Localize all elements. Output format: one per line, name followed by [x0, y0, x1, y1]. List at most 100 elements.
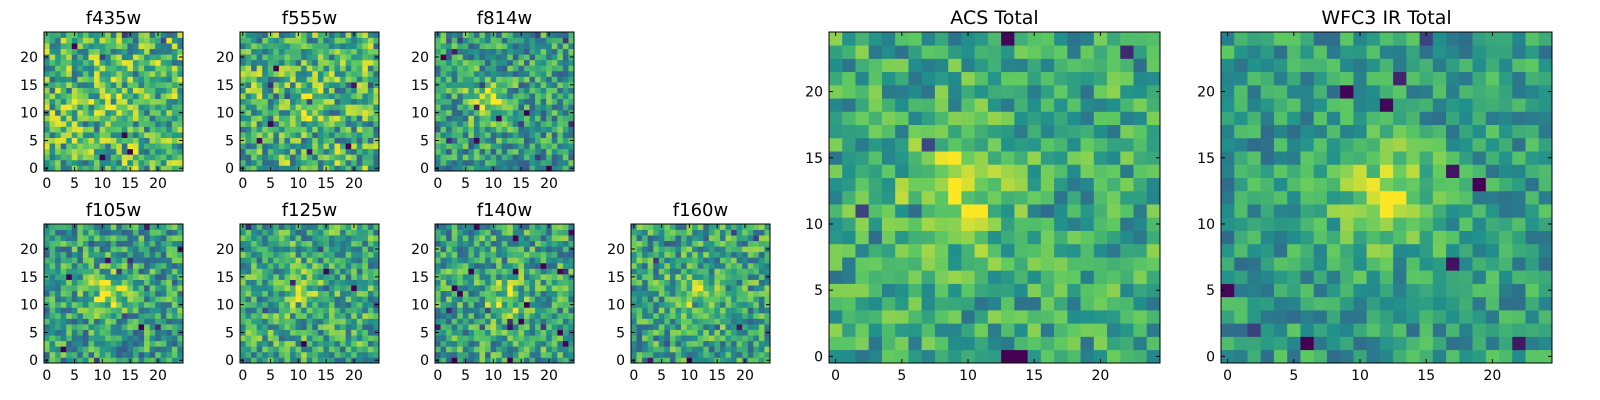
heatmap-cell	[290, 87, 296, 94]
heatmap-cell	[82, 143, 89, 150]
heatmap-cell	[512, 120, 519, 127]
heatmap-cell	[697, 229, 704, 236]
heatmap-cell	[562, 324, 569, 330]
heatmap-cell	[535, 154, 541, 161]
heatmap-cell	[334, 301, 341, 308]
heatmap-cell	[301, 268, 308, 275]
heatmap-cell	[496, 246, 503, 253]
heatmap-cell	[557, 279, 564, 286]
heatmap-cell	[160, 115, 167, 122]
heatmap-cell	[351, 340, 358, 347]
heatmap-cell	[546, 340, 553, 347]
heatmap-cell	[116, 143, 123, 150]
heatmap-cell	[171, 346, 178, 353]
heatmap-cell	[49, 235, 56, 242]
heatmap-cell	[987, 164, 1002, 178]
heatmap-cell	[127, 301, 134, 308]
heatmap-cell	[496, 154, 503, 161]
heatmap-cell	[290, 70, 296, 77]
heatmap-cell	[451, 65, 458, 72]
heatmap-cell	[301, 93, 308, 100]
heatmap-cell	[479, 340, 486, 347]
heatmap-cell	[328, 159, 335, 166]
heatmap-cell	[758, 324, 765, 330]
heatmap-cell	[44, 335, 50, 342]
heatmap-cell	[451, 37, 458, 44]
heatmap-cell	[468, 251, 475, 258]
heatmap-cell	[251, 279, 258, 286]
heatmap-cell	[138, 335, 145, 342]
heatmap-cell	[127, 279, 134, 286]
heatmap-cell	[1040, 217, 1055, 231]
heatmap-cell	[301, 148, 308, 155]
heatmap-cell	[267, 154, 274, 161]
heatmap-cell	[132, 109, 139, 116]
heatmap-cell	[110, 318, 117, 325]
heatmap-cell	[60, 98, 67, 105]
heatmap-cell	[462, 346, 469, 353]
heatmap-cell	[49, 229, 56, 236]
heatmap-cell	[435, 115, 441, 122]
heatmap-cell	[714, 240, 721, 247]
heatmap-cell	[278, 346, 285, 353]
heatmap-cell	[251, 65, 258, 72]
heatmap-cell	[356, 312, 363, 319]
heatmap-cell	[323, 43, 330, 50]
heatmap-cell	[149, 82, 156, 88]
heatmap-cell	[714, 351, 721, 358]
heatmap-cell	[88, 240, 95, 247]
heatmap-cell	[328, 357, 335, 364]
heatmap-cell	[166, 32, 173, 38]
heatmap-cell	[1120, 204, 1134, 218]
heatmap-cell	[245, 132, 252, 138]
heatmap-cell	[49, 137, 56, 144]
heatmap-cell	[88, 262, 95, 269]
heatmap-cell	[345, 43, 352, 50]
heatmap-cell	[479, 143, 486, 150]
heatmap-cell	[44, 290, 50, 297]
heatmap-cell	[457, 76, 464, 83]
heatmap-cell	[562, 137, 569, 144]
heatmap-cell	[55, 143, 62, 150]
heatmap-cell	[647, 346, 654, 353]
heatmap-cell	[99, 132, 106, 138]
heatmap-cell	[675, 285, 682, 292]
heatmap-cell	[529, 335, 536, 342]
heatmap-cell	[116, 37, 123, 44]
heatmap-cell	[245, 54, 252, 61]
heatmap-cell	[256, 262, 263, 269]
heatmap-cell	[446, 154, 453, 161]
heatmap-cell	[1054, 336, 1068, 351]
heatmap-cell	[631, 296, 637, 303]
heatmap-cell	[895, 283, 909, 298]
heatmap-cell	[636, 279, 643, 286]
heatmap-cell	[908, 217, 923, 231]
heatmap-cell	[240, 351, 246, 358]
heatmap-cell	[490, 82, 497, 88]
heatmap-cell	[507, 257, 514, 264]
x-tick-label: 0	[42, 176, 51, 192]
heatmap-cell	[462, 229, 469, 236]
heatmap-cell	[60, 296, 67, 303]
heatmap-cell	[974, 204, 989, 218]
heatmap-cell	[881, 336, 896, 351]
heatmap-cell	[512, 154, 519, 161]
heatmap-cell	[278, 329, 285, 336]
heatmap-cell	[557, 274, 564, 280]
heatmap-cell	[273, 268, 280, 275]
heatmap-cell	[49, 154, 56, 161]
heatmap-cell	[501, 48, 508, 55]
heatmap-cell	[345, 87, 352, 94]
heatmap-cell	[256, 32, 263, 38]
heatmap-cell	[328, 346, 335, 353]
heatmap-cell	[518, 262, 525, 269]
heatmap-cell	[1001, 349, 1015, 364]
heatmap-cell	[144, 120, 150, 127]
heatmap-cell	[462, 126, 469, 133]
heatmap-cell	[77, 251, 84, 258]
heatmap-cell	[642, 312, 649, 319]
heatmap-cell	[295, 137, 302, 144]
heatmap-cell	[540, 274, 547, 280]
heatmap-cell	[512, 59, 519, 66]
heatmap-cell	[468, 329, 475, 336]
